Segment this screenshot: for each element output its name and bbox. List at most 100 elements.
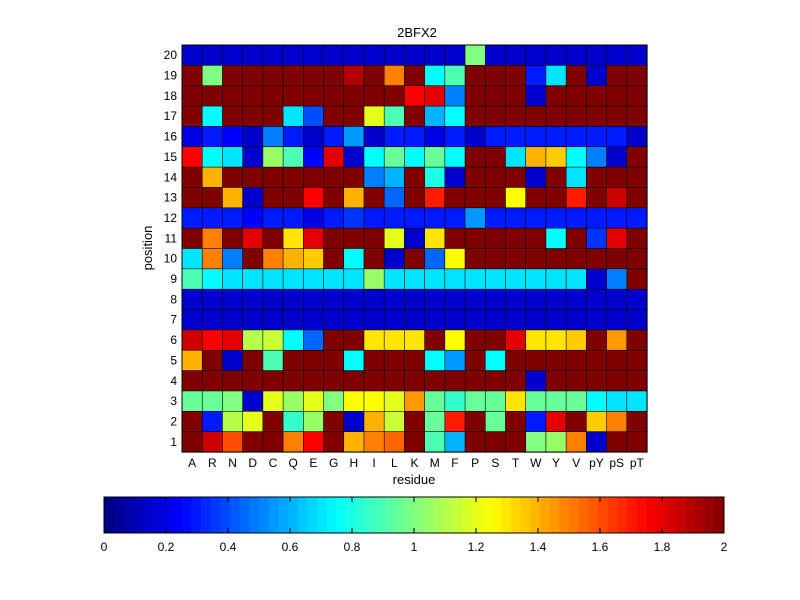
- x-tick-label: pS: [609, 456, 624, 470]
- colorbar-segment: [423, 497, 434, 533]
- heatmap-cell: [302, 187, 325, 209]
- heatmap-cell: [282, 207, 304, 229]
- heatmap-cell: [201, 85, 224, 107]
- heatmap-cell: [323, 105, 345, 128]
- heatmap-cell: [262, 268, 284, 290]
- heatmap-cell: [565, 248, 587, 270]
- heatmap-cell: [222, 248, 244, 270]
- x-tick-label: Y: [552, 456, 560, 470]
- colorbar-segment: [530, 497, 541, 533]
- heatmap-cell: [404, 329, 426, 351]
- y-tick-label: 14: [164, 170, 178, 184]
- colorbar-segment: [549, 497, 560, 533]
- heatmap-cell: [586, 207, 608, 229]
- heatmap-cell: [181, 390, 203, 412]
- colorbar-segment: [249, 497, 260, 533]
- heatmap-cell: [222, 227, 244, 250]
- heatmap-cell: [262, 187, 284, 209]
- heatmap-cell: [545, 146, 567, 168]
- colorbar-segment: [481, 497, 492, 533]
- heatmap-cell: [424, 187, 446, 209]
- heatmap-cell: [606, 146, 628, 168]
- heatmap-cell: [242, 227, 264, 250]
- x-tick-label: M: [430, 456, 440, 470]
- heatmap-cell: [383, 309, 405, 331]
- colorbar-segment: [394, 497, 405, 533]
- heatmap-cell: [383, 288, 405, 311]
- x-tick-label: K: [410, 456, 418, 470]
- heatmap-cell: [505, 227, 527, 250]
- heatmap-cell: [343, 431, 365, 453]
- heatmap-cell: [363, 105, 385, 128]
- heatmap-cell: [424, 410, 446, 433]
- heatmap-cell: [505, 431, 527, 453]
- heatmap-cell: [565, 105, 587, 128]
- colorbar-segment: [598, 497, 609, 533]
- heatmap-cell: [586, 431, 608, 453]
- colorbar-segment: [278, 497, 289, 533]
- heatmap-cell: [404, 126, 426, 148]
- heatmap-cell: [383, 227, 405, 250]
- heatmap-cell: [201, 166, 224, 189]
- heatmap-cell: [545, 248, 567, 270]
- y-tick-label: 4: [170, 374, 177, 388]
- heatmap-cell: [343, 65, 365, 87]
- heatmap-cell: [606, 288, 628, 311]
- heatmap-cell: [505, 65, 527, 87]
- heatmap-cell: [383, 329, 405, 351]
- heatmap-cell: [222, 146, 244, 168]
- heatmap-cell: [282, 390, 304, 412]
- heatmap-cell: [525, 187, 547, 209]
- heatmap-cell: [302, 268, 325, 290]
- heatmap-cell: [424, 166, 446, 189]
- x-tick-label: E: [309, 456, 317, 470]
- heatmap-cell: [242, 105, 264, 128]
- heatmap-cell: [464, 329, 486, 351]
- heatmap-cell: [424, 207, 446, 229]
- heatmap-cell: [181, 329, 203, 351]
- x-tick-label: pY: [589, 456, 604, 470]
- heatmap-cell: [586, 166, 608, 189]
- colorbar-tick-label: 0.4: [220, 540, 237, 554]
- heatmap-cell: [586, 410, 608, 433]
- heatmap-cell: [464, 227, 486, 250]
- heatmap-cell: [363, 390, 385, 412]
- heatmap-cell: [505, 166, 527, 189]
- colorbar-segment: [375, 497, 386, 533]
- heatmap-cell: [282, 146, 304, 168]
- heatmap-cell: [201, 370, 224, 392]
- heatmap-cell: [626, 187, 648, 209]
- heatmap-cell: [525, 309, 547, 331]
- heatmap-cell: [282, 370, 304, 392]
- heatmap-cell: [444, 227, 466, 250]
- x-tick-label: T: [512, 456, 520, 470]
- heatmap-cell: [282, 309, 304, 331]
- colorbar-segment: [152, 497, 163, 533]
- heatmap-cell: [262, 390, 284, 412]
- heatmap-cell: [484, 329, 507, 351]
- colorbar-segment: [569, 497, 580, 533]
- heatmap-cells: [181, 44, 648, 453]
- colorbar-segment: [113, 497, 124, 533]
- heatmap-cell: [444, 390, 466, 412]
- colorbar-tick-label: 1.8: [654, 540, 671, 554]
- heatmap-cell: [201, 126, 224, 148]
- heatmap-cell: [404, 309, 426, 331]
- colorbar-segment: [317, 497, 328, 533]
- heatmap-cell: [606, 105, 628, 128]
- heatmap-cell: [424, 431, 446, 453]
- heatmap-cell: [606, 268, 628, 290]
- y-tick-label: 8: [170, 292, 177, 306]
- colorbar-segment: [578, 497, 589, 533]
- colorbar-segment: [104, 497, 115, 533]
- heatmap-cell: [505, 105, 527, 128]
- heatmap-cell: [505, 370, 527, 392]
- heatmap-cell: [181, 288, 203, 311]
- heatmap-cell: [525, 227, 547, 250]
- heatmap-cell: [586, 44, 608, 66]
- heatmap-cell: [242, 431, 264, 453]
- heatmap-cell: [242, 207, 264, 229]
- y-tick-label: 16: [164, 130, 178, 144]
- heatmap-cell: [201, 410, 224, 433]
- heatmap-cell: [282, 227, 304, 250]
